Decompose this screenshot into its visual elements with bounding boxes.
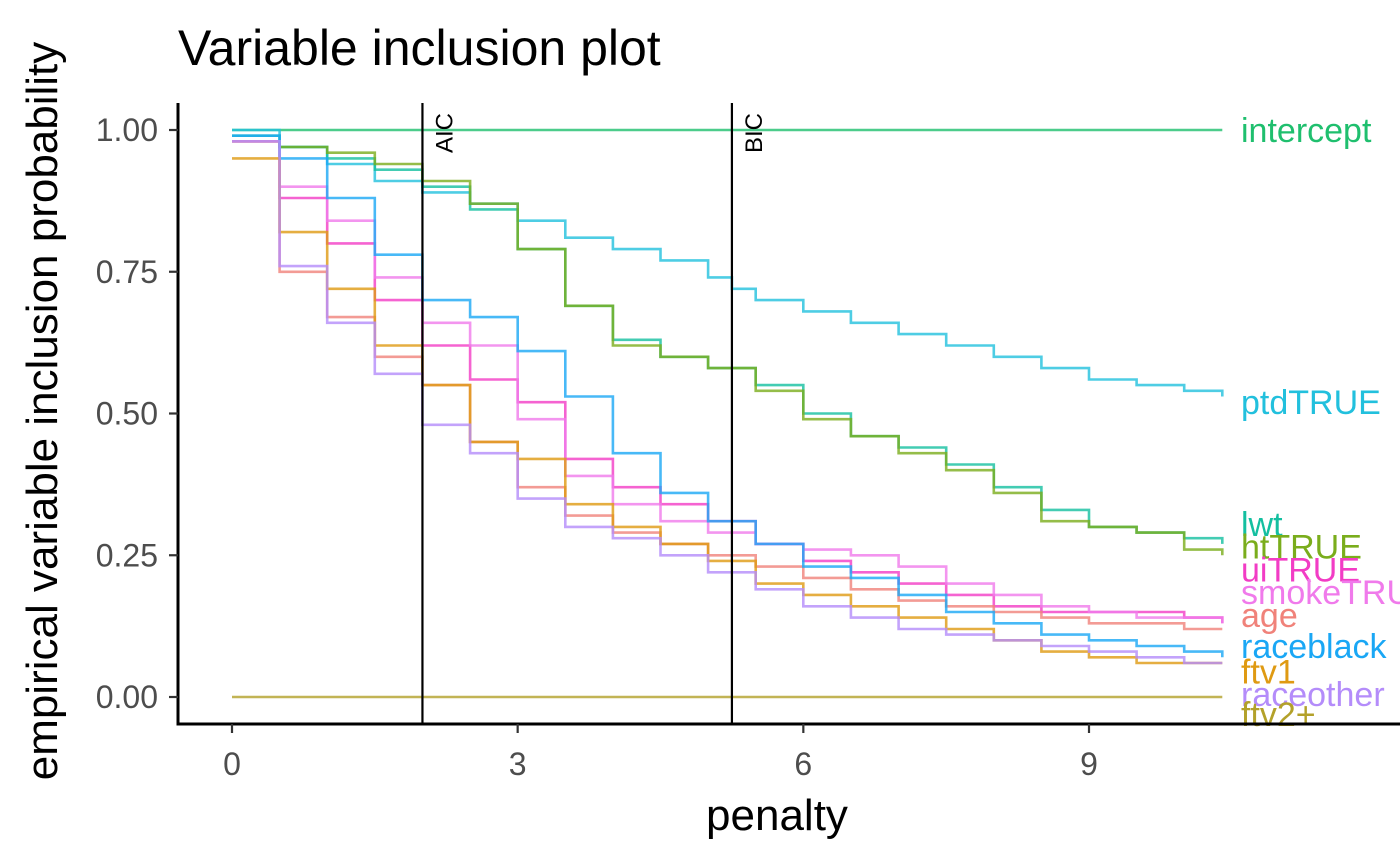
y-tick-label: 0.25 — [96, 537, 158, 573]
y-tick-label: 1.00 — [96, 112, 158, 148]
x-axis-title: penalty — [706, 791, 848, 840]
series-label-raceother: raceother — [1241, 676, 1385, 714]
series-label-uiTRUE: uiTRUE — [1241, 551, 1360, 589]
series-line-smokeTRUE — [232, 140, 1224, 624]
series-line-age — [232, 140, 1223, 631]
y-tick-label: 0.75 — [96, 254, 158, 290]
series-label-htTRUE: htTRUE — [1241, 529, 1362, 567]
series-label-age: age — [1241, 597, 1298, 635]
y-axis-title: empirical variable inclusion probability — [18, 42, 67, 781]
y-tick-label: 0.50 — [96, 396, 158, 432]
series-label-intercept: intercept — [1241, 112, 1372, 150]
series-label-smokeTRUE: smokeTRUE — [1241, 574, 1400, 612]
vline-label-aic: AIC — [431, 113, 458, 153]
x-tick-label: 6 — [794, 746, 812, 782]
vline-label-bic: BIC — [741, 113, 768, 153]
y-axis: 0.00 0.25 0.50 0.75 1.00 — [96, 103, 180, 726]
series-label-lwt: lwt — [1241, 506, 1283, 544]
plot-area: AIC BIC intercept ptdTRUE lwthtTRUEuiTRUEsmo… — [232, 103, 1400, 734]
x-tick-label: 3 — [509, 746, 527, 782]
x-axis: 0 3 6 9 — [176, 722, 1400, 782]
x-tick-label: 9 — [1080, 746, 1098, 782]
series-line-uiTRUE — [232, 140, 1224, 624]
series-label-raceblack: raceblack — [1241, 628, 1388, 666]
series-label-ptdTRUE: ptdTRUE — [1241, 384, 1381, 422]
series-line-lwt — [232, 134, 1224, 544]
series-label-ftv1: ftv1 — [1241, 653, 1296, 691]
series-label-ftv2+: ftv2+ — [1241, 696, 1316, 734]
series-line-raceother — [232, 140, 1223, 665]
series-lines — [232, 128, 1224, 699]
series-line-raceblack — [232, 134, 1224, 658]
x-tick-label: 0 — [223, 746, 241, 782]
series-line-htTRUE — [232, 140, 1224, 556]
chart-title: Variable inclusion plot — [178, 20, 661, 76]
y-tick-label: 0.00 — [96, 679, 158, 715]
series-line-ftv1 — [232, 157, 1223, 665]
